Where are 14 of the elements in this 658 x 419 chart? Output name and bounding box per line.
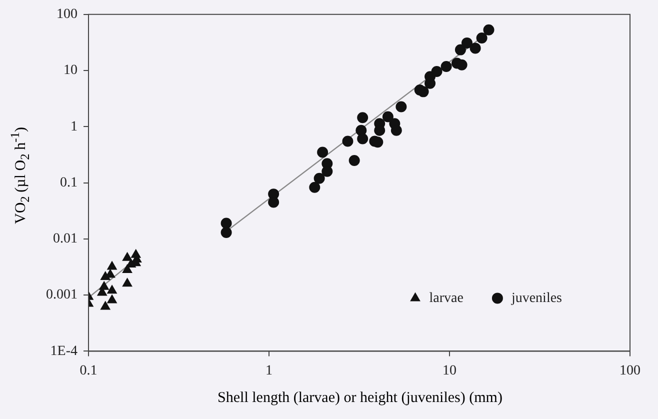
- y-tick-label: 1E-4: [50, 344, 78, 359]
- y-tick-label: 1: [70, 119, 78, 134]
- y-tick-label: 0.1: [60, 175, 78, 190]
- y-tick-label: 0.001: [46, 288, 78, 303]
- y-tick-label: 10: [64, 63, 78, 78]
- x-tick-label: 10: [442, 363, 456, 378]
- x-tick-label: 1: [266, 363, 272, 378]
- x-axis-title: Shell length (larvae) or height (juveniles) (mm): [216, 390, 504, 407]
- x-tick-label: 100: [620, 363, 640, 378]
- y-tick-label: 0.01: [53, 232, 78, 247]
- y-tick-label: 100: [56, 7, 78, 22]
- x-tick-label: 0.1: [80, 363, 98, 378]
- legend-label: juveniles: [510, 290, 562, 306]
- legend-label: larvae: [429, 290, 464, 306]
